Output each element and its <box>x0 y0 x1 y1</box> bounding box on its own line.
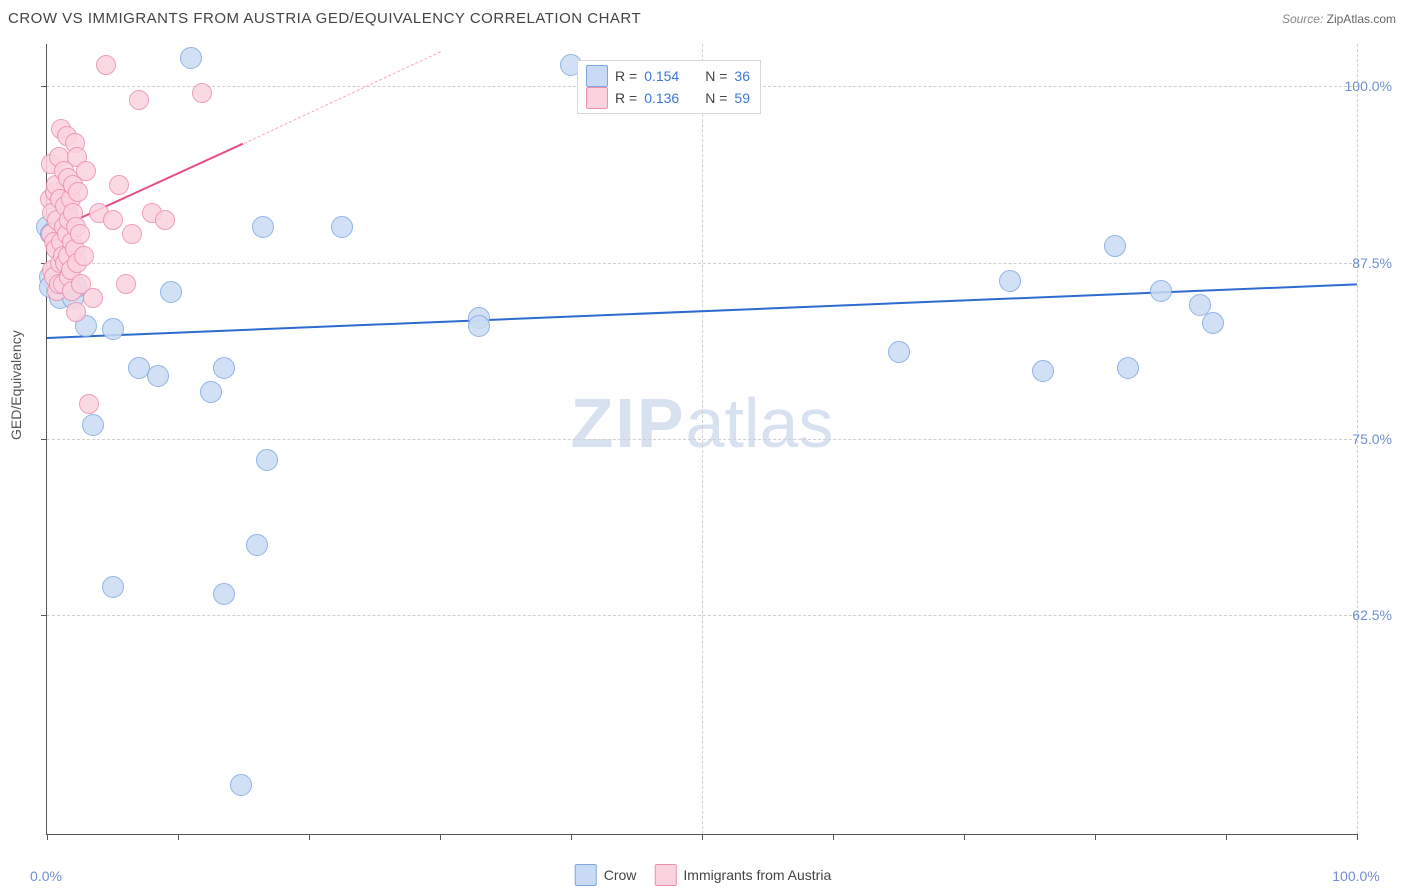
data-point-crow <box>102 318 124 340</box>
data-point-crow <box>1117 357 1139 379</box>
legend-swatch <box>586 87 608 109</box>
xtick-mark <box>833 834 834 840</box>
data-point-austria <box>122 224 142 244</box>
xtick-mark <box>571 834 572 840</box>
data-point-crow <box>82 414 104 436</box>
ytick-mark <box>41 439 47 440</box>
data-point-austria <box>70 224 90 244</box>
data-point-crow <box>102 576 124 598</box>
bottom-legend-item-crow: Crow <box>575 864 637 886</box>
data-point-austria <box>68 182 88 202</box>
data-point-crow <box>1202 312 1224 334</box>
chart-header: CROW VS IMMIGRANTS FROM AUSTRIA GED/EQUI… <box>0 0 1406 38</box>
legend-n-label: N = <box>705 65 727 87</box>
legend-r-label: R = <box>615 87 637 109</box>
legend-swatch <box>586 65 608 87</box>
data-point-crow <box>180 47 202 69</box>
legend-swatch <box>575 864 597 886</box>
data-point-crow <box>256 449 278 471</box>
scatter-plot: ZIPatlas R = 0.154N = 36R = 0.136N = 59 <box>46 44 1357 835</box>
bottom-legend: Crow Immigrants from Austria <box>575 864 832 886</box>
legend-series-label: Crow <box>604 867 637 883</box>
chart-title: CROW VS IMMIGRANTS FROM AUSTRIA GED/EQUI… <box>8 10 641 27</box>
correlation-legend: R = 0.154 N = 36 R = 0.136 N = 59 <box>577 60 761 114</box>
xtick-mark <box>964 834 965 840</box>
xtick-mark <box>1095 834 1096 840</box>
data-point-austria <box>116 274 136 294</box>
data-point-austria <box>96 55 116 75</box>
xtick-label: 0.0% <box>30 868 62 884</box>
data-point-austria <box>103 210 123 230</box>
legend-r-label: R = <box>615 65 637 87</box>
data-point-crow <box>200 381 222 403</box>
xtick-mark <box>440 834 441 840</box>
data-point-austria <box>155 210 175 230</box>
ytick-label: 75.0% <box>1352 431 1392 447</box>
data-point-crow <box>252 216 274 238</box>
ytick-label: 100.0% <box>1345 78 1392 94</box>
xtick-mark <box>309 834 310 840</box>
xtick-mark <box>178 834 179 840</box>
data-point-austria <box>83 288 103 308</box>
legend-swatch <box>654 864 676 886</box>
data-point-crow <box>213 583 235 605</box>
ytick-mark <box>41 615 47 616</box>
legend-n-value: 36 <box>734 65 750 87</box>
data-point-crow <box>1104 235 1126 257</box>
legend-row-austria: R = 0.136 N = 59 <box>586 87 750 109</box>
gridline-v <box>702 44 703 834</box>
data-point-austria <box>109 175 129 195</box>
legend-r-value: 0.136 <box>644 87 679 109</box>
data-point-crow <box>999 270 1021 292</box>
legend-n-value: 59 <box>734 87 750 109</box>
legend-row-crow: R = 0.154 N = 36 <box>586 65 750 87</box>
data-point-austria <box>66 302 86 322</box>
data-point-austria <box>192 83 212 103</box>
data-point-crow <box>888 341 910 363</box>
source-prefix: Source: <box>1282 12 1327 26</box>
chart-source: Source: ZipAtlas.com <box>1282 12 1396 26</box>
data-point-austria <box>76 161 96 181</box>
xtick-mark <box>1226 834 1227 840</box>
data-point-crow <box>147 365 169 387</box>
data-point-crow <box>246 534 268 556</box>
ytick-label: 87.5% <box>1352 255 1392 271</box>
legend-r-value: 0.154 <box>644 65 679 87</box>
source-name: ZipAtlas.com <box>1327 12 1396 26</box>
xtick-mark <box>1357 834 1358 840</box>
legend-n-label: N = <box>705 87 727 109</box>
data-point-crow <box>160 281 182 303</box>
xtick-mark <box>702 834 703 840</box>
bottom-legend-item-austria: Immigrants from Austria <box>654 864 831 886</box>
xtick-label: 100.0% <box>1332 868 1379 884</box>
data-point-crow <box>213 357 235 379</box>
ytick-label: 62.5% <box>1352 607 1392 623</box>
xtick-mark <box>47 834 48 840</box>
data-point-crow <box>1032 360 1054 382</box>
y-axis-label: GED/Equivalency <box>8 330 24 440</box>
data-point-austria <box>74 246 94 266</box>
data-point-austria <box>129 90 149 110</box>
data-point-crow <box>1150 280 1172 302</box>
data-point-crow <box>331 216 353 238</box>
legend-series-label: Immigrants from Austria <box>683 867 831 883</box>
data-point-crow <box>230 774 252 796</box>
ytick-mark <box>41 86 47 87</box>
data-point-crow <box>468 315 490 337</box>
trend-line-austria-ext <box>243 51 440 144</box>
data-point-austria <box>79 394 99 414</box>
